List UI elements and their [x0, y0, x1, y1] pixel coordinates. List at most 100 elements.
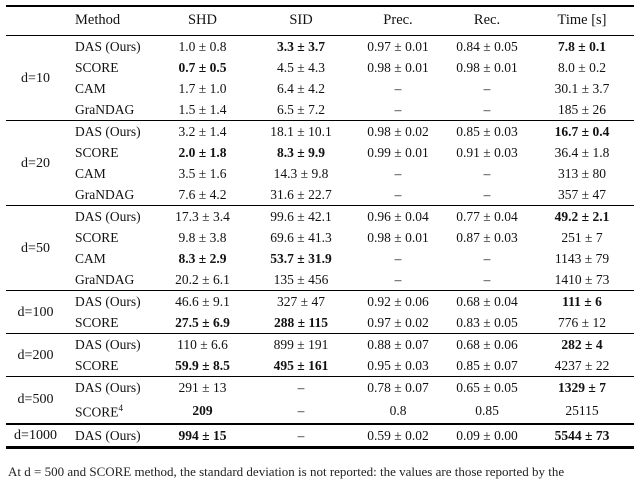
value-cell: 3.2 ± 1.4	[155, 120, 250, 142]
value-cell: 8.3 ± 9.9	[277, 145, 325, 160]
method-cell: DAS (Ours)	[65, 35, 155, 57]
value-cell: 14.3 ± 9.8	[273, 166, 329, 181]
value-cell: 1329 ± 7	[530, 376, 634, 398]
table-row: SCORE 0.7 ± 0.5 4.5 ± 4.3 0.98 ± 0.01 0.98 ±…	[6, 57, 634, 78]
value-cell: 99.6 ± 42.1	[250, 205, 352, 227]
value-cell: 899 ± 191	[250, 333, 352, 355]
value-cell: –	[394, 102, 402, 117]
method-cell: DAS (Ours)	[65, 290, 155, 312]
value-cell: 8.3 ± 2.9	[178, 251, 227, 266]
value-cell: 7.6 ± 4.2	[178, 187, 227, 202]
value-cell: 1143 ± 79	[554, 251, 610, 266]
value-cell: 357 ± 47	[558, 187, 606, 202]
value-cell: 36.4 ± 1.8	[554, 145, 610, 160]
value-cell: –	[483, 251, 491, 266]
value-cell: 251 ± 7	[561, 230, 603, 245]
value-cell: 111 ± 6	[530, 290, 634, 312]
value-cell: 0.59 ± 0.02	[352, 422, 444, 447]
table-row: CAM 3.5 ± 1.6 14.3 ± 9.8 – – 313 ± 80	[6, 163, 634, 184]
value-cell: 0.98 ± 0.01	[367, 230, 429, 245]
value-cell: 4237 ± 22	[554, 358, 610, 373]
value-cell: 7.8 ± 0.1	[530, 35, 634, 57]
method-cell: GraNDAG	[75, 102, 135, 117]
dimension-label: d=500	[6, 376, 65, 424]
table-row: SCORE 2.0 ± 1.8 8.3 ± 9.9 0.99 ± 0.01 0.91 ±…	[6, 142, 634, 163]
group-d-20: d=20 DAS (Ours) 3.2 ± 1.4 18.1 ± 10.1 0.98 ±…	[6, 120, 634, 206]
footnote-marker: 4	[118, 403, 124, 413]
value-cell: 3.3 ± 3.7	[250, 35, 352, 57]
value-cell: –	[483, 187, 491, 202]
value-cell: 0.84 ± 0.05	[444, 35, 530, 57]
table-row: d=100 DAS (Ours) 46.6 ± 9.1 327 ± 47 0.92 ± …	[6, 290, 634, 334]
value-cell: 776 ± 12	[558, 315, 606, 330]
dimension-label: d=50	[6, 205, 65, 291]
value-cell: 8.0 ± 0.2	[558, 60, 606, 75]
column-header-method: Method	[65, 6, 155, 36]
value-cell: 1.5 ± 1.4	[178, 102, 227, 117]
value-cell: 327 ± 47	[250, 290, 352, 312]
value-cell: 185 ± 26	[558, 102, 606, 117]
table-row: d=500 DAS (Ours) 291 ± 13–0.78 ± 0.07 0.65 …	[6, 376, 634, 424]
method-cell: CAM	[75, 81, 106, 96]
value-cell: 282 ± 4	[530, 333, 634, 355]
group-d-500: d=500 DAS (Ours) 291 ± 13–0.78 ± 0.07 0.65 …	[6, 376, 634, 424]
caption-fragment: At d = 500 and SCORE method, the standar…	[8, 464, 565, 479]
value-cell: 46.6 ± 9.1	[155, 290, 250, 312]
method-cell: SCORE	[75, 230, 119, 245]
table-row: GraNDAG 7.6 ± 4.2 31.6 ± 22.7 – – 357 ± 47	[6, 184, 634, 206]
value-cell: 291 ± 13	[155, 376, 250, 398]
value-cell: 110 ± 6.6	[155, 333, 250, 355]
value-cell: 0.85 ± 0.03	[444, 120, 530, 142]
value-cell: –	[483, 102, 491, 117]
table-row: CAM 8.3 ± 2.9 53.7 ± 31.9 – – 1143 ± 79	[6, 248, 634, 269]
results-table: Method SHD SID Prec. Rec. Time [s] d=10 DAS (O…	[6, 5, 634, 449]
value-cell: –	[394, 187, 402, 202]
value-cell: 16.7 ± 0.4	[530, 120, 634, 142]
value-cell: 0.65 ± 0.05	[444, 376, 530, 398]
value-cell: 0.91 ± 0.03	[456, 145, 518, 160]
corner-cell	[6, 6, 65, 36]
value-cell: 0.95 ± 0.03	[367, 358, 429, 373]
value-cell: 209	[192, 402, 213, 418]
value-cell: 25115	[565, 402, 599, 418]
table-row: d=10 DAS (Ours) 1.0 ± 0.8 3.3 ± 3.7 0.97 ± 0…	[6, 35, 634, 121]
table-row: SCORE 59.9 ± 8.5 495 ± 161 0.95 ± 0.03 0.85 …	[6, 355, 634, 377]
method-cell: DAS (Ours)	[65, 422, 155, 447]
value-cell: 0.7 ± 0.5	[178, 60, 227, 75]
method-cell: DAS (Ours)	[65, 120, 155, 142]
dimension-label: d=100	[6, 290, 65, 334]
value-cell: 313 ± 80	[558, 166, 606, 181]
value-cell: 0.92 ± 0.06	[352, 290, 444, 312]
value-cell: –	[297, 402, 305, 418]
value-cell: 0.09 ± 0.00	[444, 422, 530, 447]
value-cell: –	[250, 422, 352, 447]
value-cell: 53.7 ± 31.9	[270, 251, 332, 266]
value-cell: 495 ± 161	[273, 358, 329, 373]
table-row: SCORE 9.8 ± 3.8 69.6 ± 41.3 0.98 ± 0.01 0.87…	[6, 227, 634, 248]
value-cell: 59.9 ± 8.5	[175, 358, 230, 373]
group-d-10: d=10 DAS (Ours) 1.0 ± 0.8 3.3 ± 3.7 0.97 ± 0…	[6, 35, 634, 121]
group-d-50: d=50 DAS (Ours) 17.3 ± 3.4 99.6 ± 42.1 0.96 …	[6, 205, 634, 291]
value-cell: –	[394, 81, 402, 96]
value-cell: 0.77 ± 0.04	[444, 205, 530, 227]
value-cell: 2.0 ± 1.8	[178, 145, 227, 160]
method-cell: SCORE	[75, 315, 119, 330]
value-cell: 288 ± 115	[274, 315, 328, 330]
method-cell: SCORE	[75, 358, 119, 373]
value-cell: 5544 ± 73	[530, 422, 634, 447]
column-header-shd: SHD	[155, 6, 250, 36]
method-cell: CAM	[75, 251, 106, 266]
value-cell: 0.87 ± 0.03	[456, 230, 518, 245]
value-cell: 20.2 ± 6.1	[175, 272, 230, 287]
value-cell: 0.96 ± 0.04	[352, 205, 444, 227]
value-cell: 0.85	[475, 402, 499, 418]
table-row: GraNDAG 1.5 ± 1.4 6.5 ± 7.2 – – 185 ± 26	[6, 99, 634, 121]
value-cell: 0.83 ± 0.05	[456, 315, 518, 330]
value-cell: –	[394, 272, 402, 287]
method-cell: DAS (Ours)	[65, 333, 155, 355]
table-row: d=50 DAS (Ours) 17.3 ± 3.4 99.6 ± 42.1 0.96 …	[6, 205, 634, 291]
value-cell: 0.85 ± 0.07	[456, 358, 518, 373]
table-row: SCORE4 209 – 0.8 0.85 25115	[6, 398, 634, 424]
table-header: Method SHD SID Prec. Rec. Time [s]	[6, 6, 634, 36]
value-cell: 1.0 ± 0.8	[155, 35, 250, 57]
